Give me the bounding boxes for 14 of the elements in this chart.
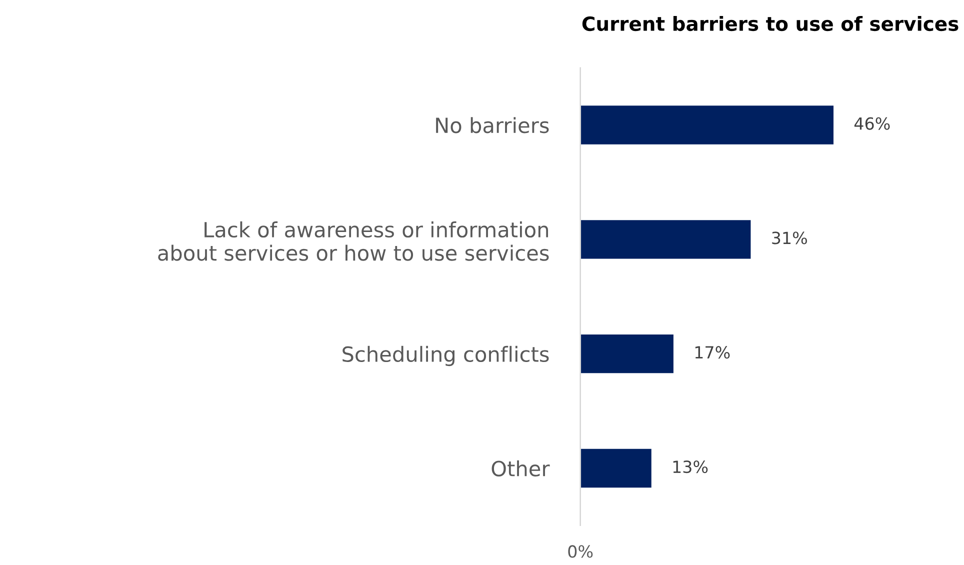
- data-label: 13%: [673, 460, 708, 474]
- bar: [580, 448, 653, 489]
- data-label: 46%: [854, 117, 890, 130]
- chart-title: Current barriers to use of services: [582, 16, 958, 32]
- bar: [580, 104, 835, 146]
- data-label: 17%: [695, 346, 730, 359]
- y-tick-label: Scheduling conflicts: [342, 346, 549, 366]
- text: 0%: [568, 545, 593, 558]
- y-tick-label: No barriers: [436, 117, 549, 134]
- data-label: 31%: [772, 232, 807, 244]
- y-tick-label: Lack of awareness or information about services or how to use services: [158, 221, 549, 261]
- bar: [580, 333, 675, 375]
- bar: [580, 218, 752, 260]
- y-tick-label: Other: [492, 460, 550, 476]
